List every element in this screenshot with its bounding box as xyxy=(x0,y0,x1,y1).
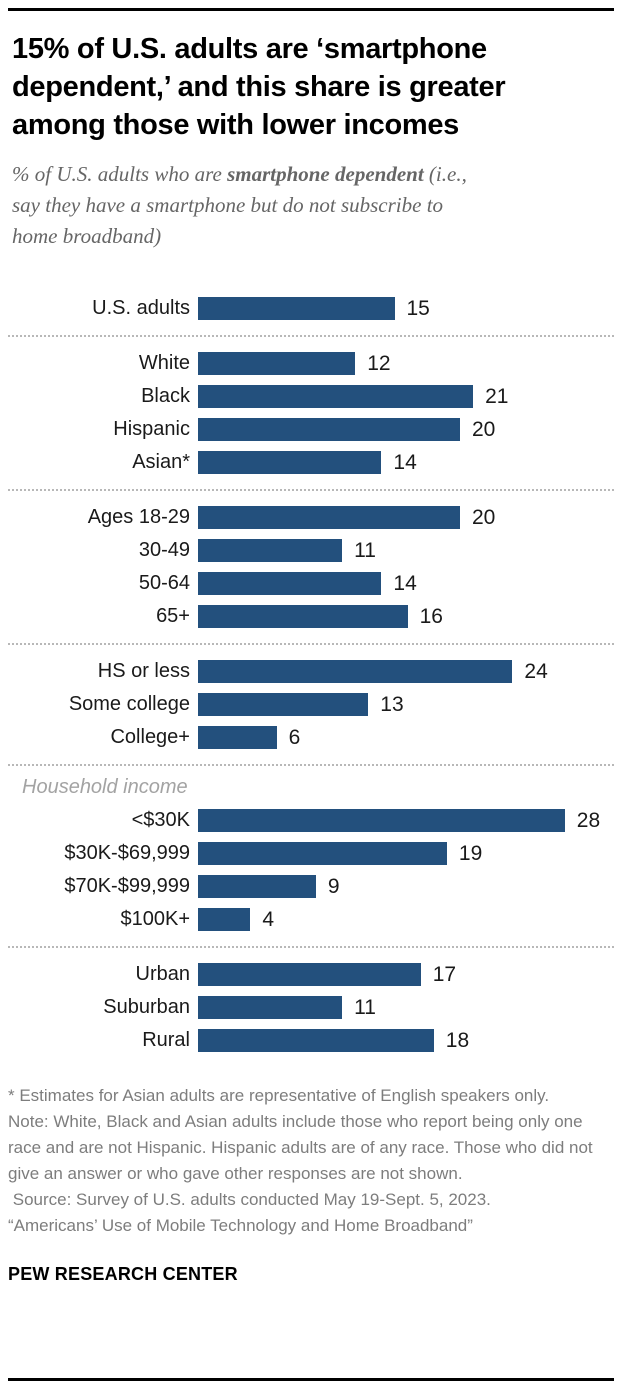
bar-value: 28 xyxy=(576,808,601,832)
subtitle-prefix: % of U.S. adults who are xyxy=(12,162,228,186)
bar xyxy=(198,385,474,408)
bar-value: 4 xyxy=(262,907,275,931)
bar-row: 65+ 16 xyxy=(8,600,614,633)
group-divider xyxy=(8,489,614,491)
subtitle-suffix: (i.e., say they have a smartphone but do… xyxy=(12,162,467,248)
group-header: Household income xyxy=(22,776,188,798)
bar xyxy=(198,842,447,865)
bar xyxy=(198,996,343,1019)
bar-row: U.S. adults 15 xyxy=(8,292,614,325)
bar xyxy=(198,660,513,683)
bar-row: White 12 xyxy=(8,347,614,380)
bar-row: Asian* 14 xyxy=(8,446,614,479)
methodology-note: Note: White, Black and Asian adults incl… xyxy=(8,1112,598,1183)
bar-row: $100K+ 4 xyxy=(8,903,614,936)
bar-value: 13 xyxy=(380,692,404,716)
bar-value: 20 xyxy=(472,505,496,529)
bar-label: 65+ xyxy=(156,605,190,627)
group-divider xyxy=(8,643,614,645)
bar xyxy=(198,418,460,441)
bar-value: 14 xyxy=(393,571,417,595)
bar-row: Rural 18 xyxy=(8,1024,614,1057)
bar-value: 14 xyxy=(393,450,417,474)
bar xyxy=(198,908,251,931)
bar-row: Urban 17 xyxy=(8,958,614,991)
bar xyxy=(198,297,395,320)
bar-row: College+ 6 xyxy=(8,721,614,754)
bar-row: 50-64 14 xyxy=(8,567,614,600)
pew-research-center-wordmark: PEW RESEARCH CENTER xyxy=(8,1264,238,1284)
chart-notes: * Estimates for Asian adults are represe… xyxy=(8,1083,614,1239)
bar-value: 24 xyxy=(524,659,548,683)
bar-label: Some college xyxy=(68,693,190,715)
bar-label: Rural xyxy=(142,1029,190,1051)
bar-value: 19 xyxy=(458,841,483,865)
bar-row: Suburban 11 xyxy=(8,991,614,1024)
bar-value: 21 xyxy=(485,384,509,408)
bar-label: U.S. adults xyxy=(92,297,190,319)
bar-label: College+ xyxy=(110,726,190,748)
bar-label: Black xyxy=(141,385,190,407)
bar xyxy=(198,809,565,832)
bar-value: 12 xyxy=(367,351,391,375)
bar-label: HS or less xyxy=(97,660,190,682)
bar-row: <$30K 28 xyxy=(8,804,614,837)
bar xyxy=(198,352,356,375)
bar-value: 11 xyxy=(354,538,376,562)
chart-subtitle: % of U.S. adults who are smartphone depe… xyxy=(12,159,614,252)
bar xyxy=(198,572,382,595)
bottom-rule xyxy=(8,1378,614,1381)
bar-row: Some college 13 xyxy=(8,688,614,721)
asterisk-note: * Estimates for Asian adults are represe… xyxy=(8,1086,550,1105)
bar xyxy=(198,963,421,986)
bar xyxy=(198,506,460,529)
bar-label: Suburban xyxy=(103,996,190,1018)
bar-value: 16 xyxy=(419,604,443,628)
chart-title: 15% of U.S. adults are ‘smartphone depen… xyxy=(12,33,506,141)
bar-label: Ages 18-29 xyxy=(87,506,190,528)
bar-label: Asian* xyxy=(132,451,190,473)
bar xyxy=(198,539,343,562)
report-title-note: “Americans’ Use of Mobile Technology and… xyxy=(8,1216,473,1235)
bar-label: $100K+ xyxy=(120,908,190,930)
chart-card: 15% of U.S. adults are ‘smartphone depen… xyxy=(0,8,622,1381)
bar-label: <$30K xyxy=(131,809,190,831)
bar-value: 11 xyxy=(354,995,376,1019)
group-divider xyxy=(8,946,614,948)
bar-label: $30K-$69,999 xyxy=(64,842,190,864)
bar xyxy=(198,693,369,716)
bar-label: Urban xyxy=(135,963,190,985)
bar-value: 9 xyxy=(327,874,340,898)
bar-value: 18 xyxy=(445,1028,470,1052)
bar-row: HS or less 24 xyxy=(8,655,614,688)
bar-chart: U.S. adults 15 White 12 Black 21 Hispanic 20 Asi… xyxy=(8,292,614,1057)
bar-label: 30-49 xyxy=(138,539,190,561)
bar-label: $70K-$99,999 xyxy=(64,875,190,897)
subtitle-bold-term: smartphone dependent xyxy=(227,162,424,186)
bar-label: Hispanic xyxy=(113,418,190,440)
bar xyxy=(198,1029,434,1052)
bar xyxy=(198,605,408,628)
bar-row: 30-49 11 xyxy=(8,534,614,567)
bar-value: 15 xyxy=(406,296,430,320)
bar-row: Black 21 xyxy=(8,380,614,413)
bar xyxy=(198,726,277,749)
bar xyxy=(198,875,316,898)
bar-row: Ages 18-29 20 xyxy=(8,501,614,534)
bar xyxy=(198,451,382,474)
bar-value: 6 xyxy=(288,725,301,749)
top-rule xyxy=(8,8,614,11)
bar-row: Hispanic 20 xyxy=(8,413,614,446)
bar-value: 17 xyxy=(432,962,457,986)
group-divider xyxy=(8,335,614,337)
bar-row: $70K-$99,999 9 xyxy=(8,870,614,903)
bar-label: 50-64 xyxy=(138,572,190,594)
bar-label: White xyxy=(138,352,190,374)
bar-row: $30K-$69,999 19 xyxy=(8,837,614,870)
group-divider xyxy=(8,764,614,766)
bar-value: 20 xyxy=(472,417,496,441)
source-note: Source: Survey of U.S. adults conducted … xyxy=(8,1190,491,1209)
